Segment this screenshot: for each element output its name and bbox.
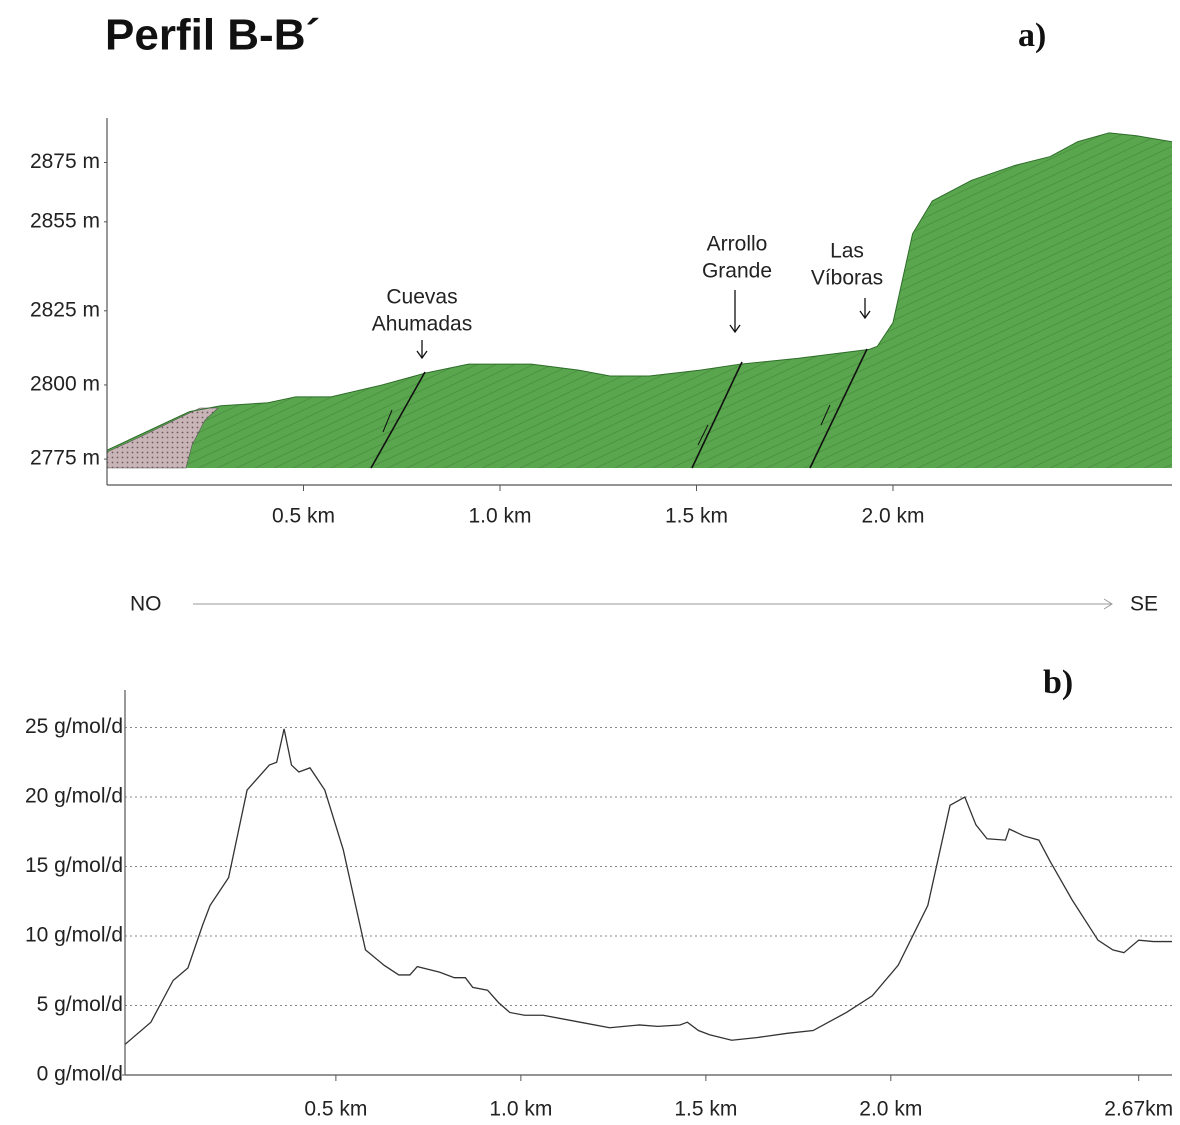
fault	[691, 361, 743, 469]
y-tick-label: 25 g/mol/d	[25, 715, 123, 738]
x-tick-label: 1.0 km	[489, 1098, 552, 1121]
panel-label: b)	[1043, 664, 1073, 701]
annotation-arrow-head	[729, 324, 741, 334]
fault-slip	[820, 404, 831, 426]
fault	[809, 348, 868, 469]
y-tick-label: 2775 m	[30, 447, 100, 470]
y-tick-label: 5 g/mol/d	[37, 993, 123, 1016]
x-tick-label: 2.67km	[1104, 1098, 1173, 1121]
x-tick-label: 0.5 km	[304, 1098, 367, 1121]
x-tick-label: 1.5 km	[665, 505, 728, 528]
chart-title: Perfil B-B´	[105, 11, 320, 60]
deposit	[106, 407, 219, 469]
annotation: Grande	[702, 260, 772, 283]
direction-to: SE	[1130, 593, 1158, 616]
annotation: Arrollo	[707, 233, 768, 256]
annotation-arrow-head	[859, 310, 871, 320]
x-tick-label: 0.5 km	[272, 505, 335, 528]
x-tick-label: 2.0 km	[861, 505, 924, 528]
direction-from: NO	[130, 593, 162, 616]
data-line	[124, 728, 1172, 1045]
y-tick-label: 2800 m	[30, 372, 100, 395]
x-tick-label: 2.0 km	[859, 1098, 922, 1121]
y-tick-label: 2825 m	[30, 298, 100, 321]
arrow-head	[1103, 598, 1113, 610]
annotation: Las	[830, 240, 864, 263]
y-tick-label: 10 g/mol/d	[25, 924, 123, 947]
y-tick-label: 20 g/mol/d	[25, 785, 123, 808]
fault-slip	[382, 409, 393, 433]
y-tick-label: 2875 m	[30, 150, 100, 173]
annotation: Ahumadas	[372, 313, 472, 336]
annotation: Cuevas	[386, 286, 457, 309]
annotation: Víboras	[811, 267, 883, 290]
area-hatch	[107, 132, 1172, 468]
annotation-arrow-head	[416, 350, 428, 360]
surface-line	[106, 132, 1173, 451]
fault	[370, 371, 426, 469]
y-tick-label: 15 g/mol/d	[25, 854, 123, 877]
y-tick-label: 0 g/mol/d	[37, 1063, 123, 1086]
fault-slip	[697, 424, 709, 446]
panel-label: a)	[1018, 17, 1046, 54]
x-tick-label: 1.5 km	[674, 1098, 737, 1121]
y-tick-label: 2855 m	[30, 209, 100, 232]
x-tick-label: 1.0 km	[468, 505, 531, 528]
